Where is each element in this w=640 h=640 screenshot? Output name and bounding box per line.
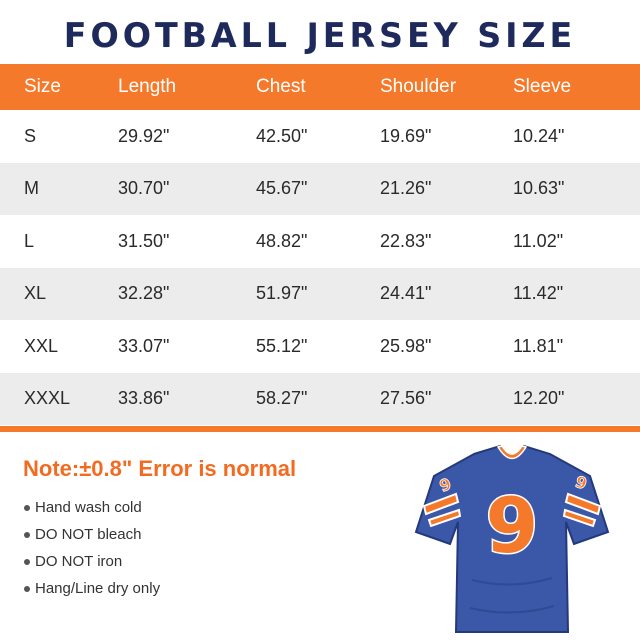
header-shoulder: Shoulder (380, 76, 457, 97)
jersey-image: 9 9 9 (414, 444, 610, 633)
header-size: Size (24, 76, 61, 97)
length-cell: 33.86" (118, 388, 170, 409)
header-chest: Chest (256, 76, 306, 97)
care-item-label: DO NOT bleach (35, 526, 142, 543)
care-item-label: Hand wash cold (35, 499, 142, 516)
care-item: DO NOT bleach (24, 521, 160, 548)
care-item: DO NOT iron (24, 548, 160, 575)
length-cell: 29.92" (118, 125, 170, 146)
length-cell: 31.50" (118, 230, 170, 251)
chest-cell: 55.12" (256, 335, 308, 356)
table-row: S 29.92" 42.50" 19.69" 10.24" (0, 110, 640, 163)
care-item: Hand wash cold (24, 494, 160, 521)
size-chart-table: Size Length Chest Shoulder Sleeve S 29.9… (0, 64, 640, 425)
shoulder-cell: 21.26" (380, 178, 432, 199)
length-cell: 30.70" (118, 178, 170, 199)
jersey-fold-2 (469, 605, 555, 614)
size-cell: L (24, 230, 35, 251)
header-sleeve: Sleeve (513, 76, 572, 97)
shoulder-cell: 25.98" (380, 335, 432, 356)
bullet-icon (24, 585, 30, 592)
table-row: XXXL 33.86" 58.27" 27.56" 12.20" (0, 372, 640, 425)
bullet-icon (24, 504, 30, 511)
sleeve-cell: 11.42" (513, 283, 564, 304)
table-row: XXL 33.07" 55.12" 25.98" 11.81" (0, 320, 640, 373)
sleeve-cell: 12.20" (513, 388, 565, 409)
care-item-label: Hang/Line dry only (35, 580, 161, 597)
chest-cell: 58.27" (256, 388, 308, 409)
sleeve-cell: 10.63" (513, 178, 565, 199)
shoulder-cell: 27.56" (380, 388, 432, 409)
chest-cell: 42.50" (256, 125, 308, 146)
size-cell: XXL (24, 335, 59, 356)
care-item-label: DO NOT iron (35, 553, 123, 570)
chest-cell: 48.82" (256, 230, 308, 251)
jersey-collar (496, 445, 528, 460)
size-cell: XXXL (24, 388, 71, 409)
sleeve-cell: 11.02" (513, 230, 564, 251)
size-cell: XL (24, 283, 47, 304)
table-row: XL 32.28" 51.97" 24.41" 11.42" (0, 267, 640, 320)
chest-cell: 45.67" (256, 178, 308, 199)
shoulder-cell: 24.41" (380, 283, 432, 304)
size-cell: S (24, 125, 37, 146)
length-cell: 33.07" (118, 335, 170, 356)
shoulder-cell: 19.69" (380, 125, 432, 146)
table-row: L 31.50" 48.82" 22.83" 11.02" (0, 215, 640, 268)
bullet-icon (24, 531, 30, 538)
sleeve-stripe-left (422, 492, 460, 516)
sleeve-stripe-left-2 (427, 508, 462, 528)
sleeve-cell: 11.81" (513, 335, 564, 356)
size-cell: M (24, 178, 39, 199)
jersey-fold (471, 577, 553, 586)
sleeve-cell: 10.24" (513, 125, 565, 146)
header-length: Length (118, 76, 177, 97)
jersey-number: 9 (486, 481, 539, 570)
sleeve-stripe-right (564, 492, 602, 516)
tolerance-note: Note:±0.8" Error is normal (23, 456, 297, 481)
care-instructions: Hand wash cold DO NOT bleach DO NOT iron… (24, 494, 160, 602)
sleeve-stripe-right-2 (562, 508, 597, 528)
bullet-icon (24, 558, 30, 565)
table-row: M 30.70" 45.67" 21.26" 10.63" (0, 162, 640, 215)
page-title: FOOTBALL JERSEY SIZE CHART (63, 16, 577, 112)
care-item: Hang/Line dry only (24, 575, 160, 602)
section-divider (0, 426, 640, 432)
chest-cell: 51.97" (256, 283, 308, 304)
shoulder-cell: 22.83" (380, 230, 432, 251)
table-header-row: Size Length Chest Shoulder Sleeve (0, 64, 640, 110)
length-cell: 32.28" (118, 283, 170, 304)
